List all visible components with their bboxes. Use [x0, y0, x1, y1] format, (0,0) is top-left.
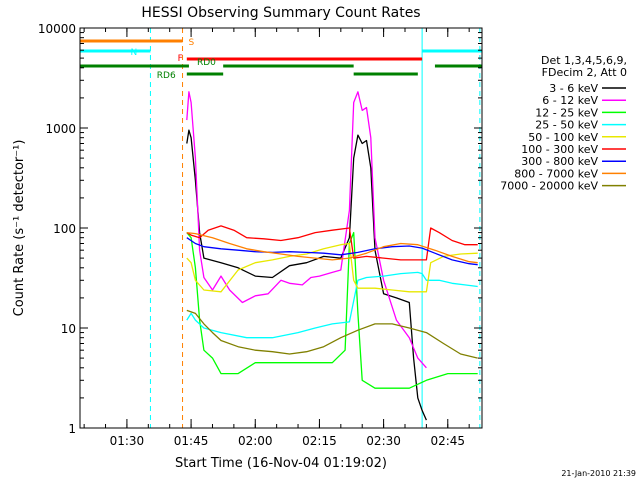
x-tick-label-4: 02:30	[366, 434, 401, 448]
y-tick-label-4: 10000	[38, 22, 76, 36]
y-tick-label-0: 1	[68, 422, 76, 436]
legend-entry-label-4: 50 - 100 keV	[528, 131, 598, 144]
x-tick-label-1: 01:45	[174, 434, 209, 448]
y-axis-label: Count Rate (s⁻¹ detector⁻¹)	[12, 140, 27, 317]
legend-entry-label-8: 7000 - 20000 keV	[500, 180, 598, 193]
series-line-3	[186, 271, 478, 339]
y-tick-label-1: 10	[61, 322, 76, 336]
x-tick-label-5: 02:45	[430, 434, 465, 448]
chart-title: HESSI Observing Summary Count Rates	[141, 5, 420, 21]
x-axis: 01:30 01:45 02:00 02:15 02:30 02:45	[83, 28, 470, 448]
y-axis: 1 10 100 1000 10000	[38, 22, 482, 436]
series-line-4	[186, 242, 478, 293]
legend-entry-label-7: 800 - 7000 keV	[514, 167, 598, 180]
legend: Det 1,3,4,5,6,9,FDecim 2, Att 0 3 - 6 keV…	[500, 54, 627, 193]
legend-header-0: Det 1,3,4,5,6,9,	[541, 54, 627, 67]
series-line-7	[186, 231, 478, 264]
legend-entry-label-3: 25 - 50 keV	[535, 119, 598, 132]
x-tick-label-3: 02:15	[302, 434, 337, 448]
flag-bars: S N F RD0 RD6	[80, 38, 482, 81]
legend-entry-label-0: 3 - 6 keV	[549, 82, 598, 95]
legend-entry-label-6: 300 - 800 keV	[521, 155, 598, 168]
y-tick-label-2: 100	[53, 222, 76, 236]
flag-label-s: S	[189, 38, 195, 48]
flag-label-f: F	[178, 54, 183, 64]
legend-entry-label-5: 100 - 300 keV	[521, 143, 598, 156]
series-lines	[186, 91, 478, 421]
flag-label-rd6: RD6	[157, 71, 176, 81]
series-line-2	[186, 231, 478, 389]
flag-label-n: N	[130, 48, 137, 58]
series-line-5	[186, 225, 478, 261]
x-axis-label: Start Time (16-Nov-04 01:19:02)	[175, 456, 387, 471]
x-tick-label-2: 02:00	[238, 434, 273, 448]
legend-entry-label-1: 6 - 12 keV	[542, 94, 598, 107]
footer-date: 21-Jan-2010 21:39	[561, 469, 636, 478]
series-line-1	[186, 91, 427, 369]
flag-label-rd0: RD0	[197, 58, 216, 68]
y-tick-label-3: 1000	[45, 122, 76, 136]
series-line-8	[186, 309, 478, 359]
legend-entry-label-2: 12 - 25 keV	[535, 106, 598, 119]
x-tick-label-0: 01:30	[110, 434, 145, 448]
series-line-6	[186, 237, 478, 266]
legend-header-1: FDecim 2, Att 0	[542, 66, 627, 79]
